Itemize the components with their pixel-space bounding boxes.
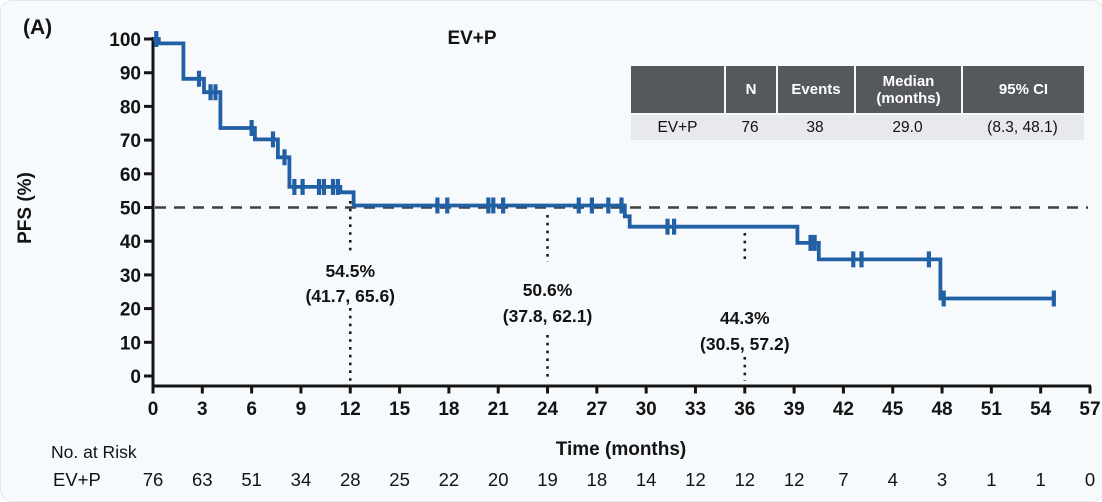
at-risk-count: 22 [439, 469, 460, 490]
summary-table-header-median: Median (months) [854, 66, 961, 113]
summary-table-header-n: N [724, 66, 776, 113]
at-risk-count: 25 [389, 469, 410, 490]
x-tick-label: 24 [537, 399, 559, 420]
landmark-rate-36mo: 44.3% [720, 308, 770, 328]
at-risk-count: 7 [838, 469, 848, 490]
at-risk-count: 0 [1085, 469, 1095, 490]
summary-table-data-row: EV+P 76 38 29.0 (8.3, 48.1) [631, 115, 1084, 140]
at-risk-count: 34 [291, 469, 312, 490]
x-tick-label: 6 [246, 399, 257, 420]
x-tick-label: 45 [882, 399, 904, 420]
x-tick-label: 57 [1079, 399, 1100, 420]
x-tick-label: 18 [438, 399, 459, 420]
landmark-annotations-group: 54.5% (41.7, 65.6) 50.6% (37.8, 62.1) 44.3% (… [306, 261, 790, 354]
summary-cell-median: 29.0 [892, 118, 923, 136]
y-tick-label: 10 [120, 333, 141, 354]
at-risk-count: 28 [340, 469, 361, 490]
at-risk-count: 3 [937, 469, 947, 490]
summary-table-header-group [631, 66, 724, 113]
at-risk-group-label: EV+P [53, 469, 101, 490]
chart-title: EV+P [447, 28, 496, 49]
reference-lines-group [155, 201, 1088, 381]
landmark-rate-24mo: 50.6% [523, 280, 573, 300]
axes-group [144, 37, 1092, 394]
x-tick-label: 39 [784, 399, 805, 420]
x-tick-label: 12 [340, 399, 361, 420]
x-tick-label: 9 [296, 399, 307, 420]
x-tick-label: 42 [833, 399, 854, 420]
summary-cell-n: 76 [741, 118, 759, 136]
y-tick-label: 90 [120, 64, 141, 85]
km-curve-group [153, 31, 1056, 307]
y-tick-label: 100 [109, 30, 141, 51]
at-risk-count: 12 [784, 469, 805, 490]
y-tick-label: 20 [120, 300, 141, 321]
x-tick-label: 51 [981, 399, 1003, 420]
y-tick-label: 40 [120, 232, 141, 253]
at-risk-count: 76 [143, 469, 164, 490]
at-risk-count: 19 [537, 469, 558, 490]
y-tick-label: 70 [120, 131, 141, 152]
at-risk-count: 12 [735, 469, 756, 490]
at-risk-count: 63 [192, 469, 213, 490]
x-tick-label: 15 [389, 399, 411, 420]
y-tick-label: 80 [120, 97, 141, 118]
landmark-ci-36mo: (30.5, 57.2) [700, 334, 790, 354]
at-risk-section-label: No. at Risk [51, 442, 137, 462]
x-tick-label: 36 [734, 399, 755, 420]
landmark-ci-24mo: (37.8, 62.1) [503, 306, 593, 326]
x-axis-label: Time (months) [556, 439, 687, 460]
summary-cell-events: 38 [806, 118, 824, 136]
at-risk-count: 1 [986, 469, 996, 490]
y-tick-label: 60 [120, 165, 141, 186]
x-tick-label: 54 [1030, 399, 1052, 420]
x-tick-label: 33 [685, 399, 706, 420]
x-tick-label: 21 [488, 399, 510, 420]
at-risk-count: 14 [636, 469, 657, 490]
summary-table: N Events Median (months) 95% CI EV+P 76 … [631, 66, 1084, 140]
x-tick-label: 48 [931, 399, 952, 420]
at-risk-count: 51 [241, 469, 262, 490]
x-tick-label: 3 [197, 399, 208, 420]
summary-table-header-events: Events [776, 66, 854, 113]
panel-label: (A) [23, 16, 52, 39]
x-tick-label: 30 [636, 399, 657, 420]
summary-table-header-row: N Events Median (months) 95% CI [631, 66, 1084, 113]
y-tick-label: 0 [130, 367, 141, 388]
at-risk-count: 4 [888, 469, 898, 490]
at-risk-count: 20 [488, 469, 509, 490]
y-axis-label: PFS (%) [15, 172, 36, 244]
summary-cell-group: EV+P [657, 118, 698, 136]
landmark-rate-12mo: 54.5% [325, 261, 375, 281]
x-tick-label: 27 [586, 399, 607, 420]
at-risk-count: 12 [685, 469, 706, 490]
at-risk-numbers-group: 76 63 51 34 28 25 22 20 19 18 14 12 12 12 7 4 3 1 1 0 [143, 469, 1095, 490]
y-tick-label: 30 [120, 266, 141, 287]
at-risk-count: 1 [1036, 469, 1046, 490]
summary-table-header-ci: 95% CI [961, 66, 1084, 113]
landmark-ci-12mo: (41.7, 65.6) [306, 286, 396, 306]
y-tick-label: 50 [120, 199, 141, 220]
summary-cell-ci: (8.3, 48.1) [987, 118, 1058, 136]
x-tick-label: 0 [148, 399, 159, 420]
at-risk-count: 18 [587, 469, 608, 490]
